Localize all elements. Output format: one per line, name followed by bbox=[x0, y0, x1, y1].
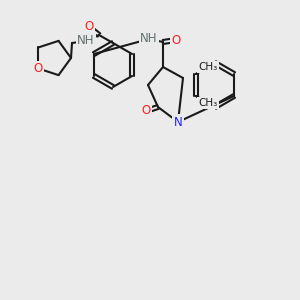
Text: N: N bbox=[174, 116, 182, 128]
Text: NH: NH bbox=[140, 32, 158, 46]
Text: O: O bbox=[171, 34, 181, 46]
Text: CH₃: CH₃ bbox=[198, 98, 218, 108]
Text: O: O bbox=[141, 104, 151, 118]
Text: NH: NH bbox=[77, 34, 95, 47]
Text: CH₃: CH₃ bbox=[198, 62, 218, 72]
Text: O: O bbox=[34, 62, 43, 75]
Text: O: O bbox=[84, 20, 94, 34]
